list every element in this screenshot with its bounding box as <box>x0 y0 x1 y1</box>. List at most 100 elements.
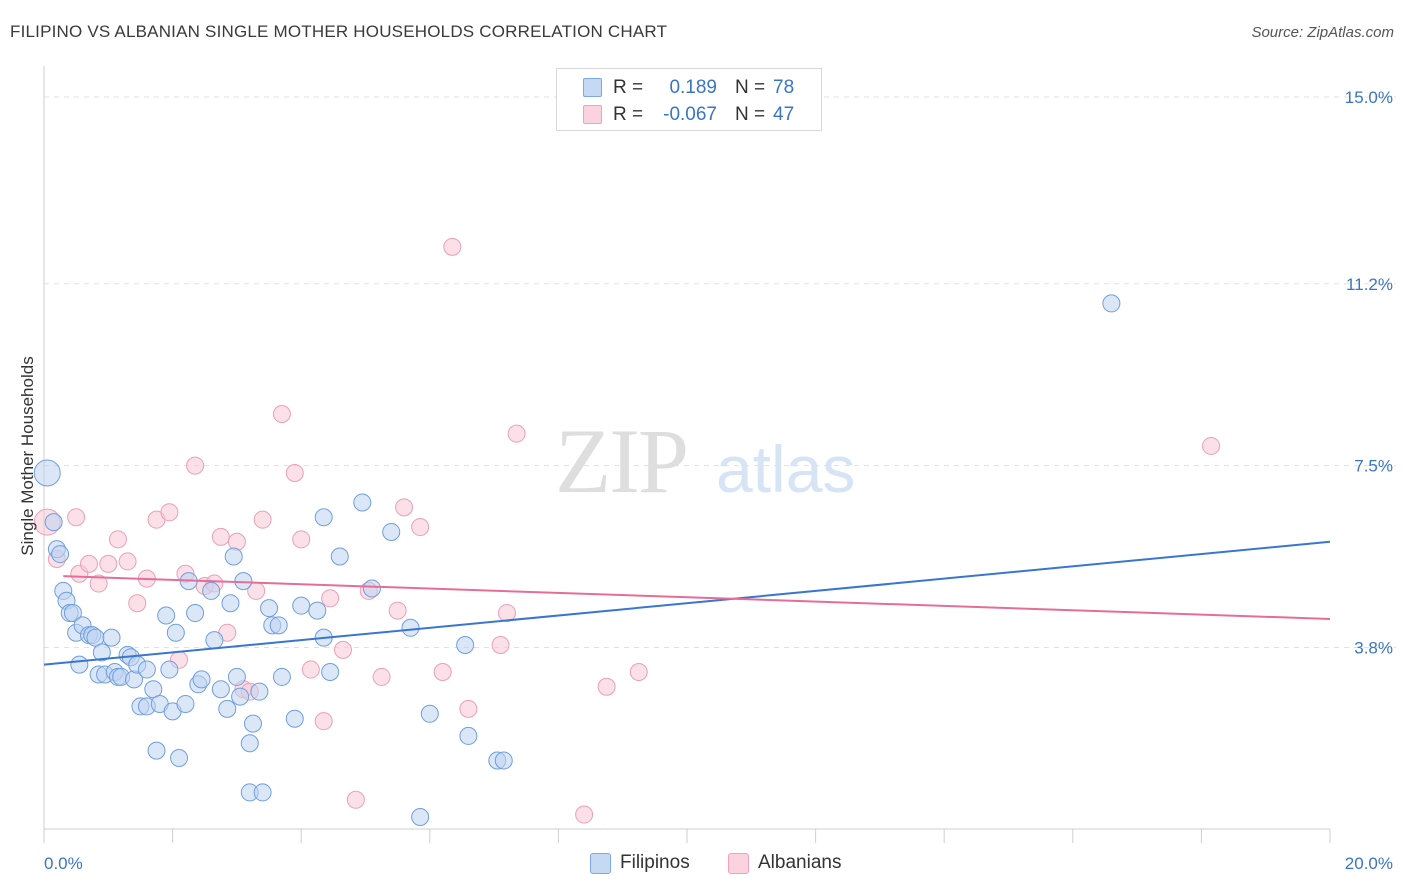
data-point <box>160 660 179 679</box>
data-point <box>330 547 349 566</box>
data-point <box>99 554 118 573</box>
data-point <box>253 783 272 802</box>
x-tick-label: 20.0% <box>1345 854 1393 873</box>
data-point <box>314 508 333 527</box>
gridlines <box>44 96 1396 648</box>
data-point <box>433 663 452 682</box>
n-label: N = <box>735 104 766 125</box>
data-point <box>629 663 648 682</box>
data-point <box>202 581 221 600</box>
data-point <box>285 463 304 482</box>
y-tick-label: 7.5% <box>1354 457 1393 476</box>
data-point <box>292 530 311 549</box>
data-point <box>420 704 439 723</box>
data-point <box>1202 436 1221 455</box>
data-point <box>128 594 147 613</box>
data-point <box>272 667 291 686</box>
legend-swatch-filipinos <box>590 853 611 874</box>
data-point <box>170 749 189 768</box>
data-point <box>395 498 414 517</box>
data-point <box>227 532 246 551</box>
series-filipinos-points <box>33 294 1121 826</box>
data-point <box>224 547 243 566</box>
data-point <box>1102 294 1121 313</box>
data-point <box>157 606 176 625</box>
data-point <box>314 712 333 731</box>
legend-label: Albanians <box>758 852 842 873</box>
data-point <box>285 709 304 728</box>
trend-line-albanians <box>63 575 1331 620</box>
data-point <box>221 594 240 613</box>
data-point <box>118 552 137 571</box>
data-point <box>137 660 156 679</box>
watermark-atlas: atlas <box>716 432 855 506</box>
data-point <box>250 682 269 701</box>
y-axis-label: Single Mother Households <box>18 356 37 556</box>
data-point <box>497 604 516 623</box>
data-point <box>491 635 510 654</box>
data-point <box>80 554 99 573</box>
x-tick-label: 0.0% <box>44 854 83 873</box>
stats-swatch-filipinos <box>583 78 602 97</box>
stats-swatch-albanians <box>583 105 602 124</box>
data-point <box>388 601 407 620</box>
data-point <box>205 631 224 650</box>
data-point <box>108 530 127 549</box>
trend-line-filipinos <box>43 540 1331 666</box>
data-point <box>240 734 259 753</box>
n-value: 78 <box>773 77 795 98</box>
data-point <box>494 751 513 770</box>
n-value: 47 <box>773 104 795 125</box>
data-point <box>63 604 82 623</box>
data-point <box>456 635 475 654</box>
data-point <box>186 604 205 623</box>
data-point <box>272 404 291 423</box>
data-point <box>507 424 526 443</box>
source-text: Source: ZipAtlas.com <box>1251 24 1394 41</box>
data-point <box>382 522 401 541</box>
y-tick-label: 15.0% <box>1345 88 1393 107</box>
r-label: R = <box>613 104 644 125</box>
data-point <box>176 694 195 713</box>
data-point <box>333 640 352 659</box>
data-point <box>353 493 372 512</box>
series-albanians-points <box>33 237 1221 824</box>
data-point <box>575 805 594 824</box>
r-value: -0.067 <box>663 104 717 125</box>
data-point <box>186 456 205 475</box>
data-point <box>292 596 311 615</box>
data-point <box>362 579 381 598</box>
y-tick-label: 11.2% <box>1346 275 1393 294</box>
data-point <box>321 589 340 608</box>
data-point <box>243 714 262 733</box>
data-point <box>51 545 70 564</box>
stats-row-filipinos: R = 0.189 N = 78 <box>557 74 821 100</box>
stats-row-albanians: R = -0.067 N = 47 <box>557 101 821 127</box>
axes <box>43 66 1331 843</box>
data-point <box>89 574 108 593</box>
data-point <box>218 699 237 718</box>
data-point <box>211 680 230 699</box>
data-point <box>253 510 272 529</box>
legend-swatch-albanians <box>728 853 749 874</box>
data-point <box>102 628 121 647</box>
data-point <box>411 518 430 537</box>
data-point <box>346 790 365 809</box>
data-point <box>459 699 478 718</box>
data-point <box>308 601 327 620</box>
data-point <box>321 663 340 682</box>
data-point <box>443 237 462 256</box>
data-point <box>301 660 320 679</box>
data-point <box>269 616 288 635</box>
trend-lines <box>43 540 1331 666</box>
data-point <box>166 623 185 642</box>
data-point <box>411 808 430 826</box>
source-credit: Source: ZipAtlas.com <box>1251 24 1394 41</box>
data-point <box>231 687 250 706</box>
data-point <box>372 667 391 686</box>
data-point <box>70 655 89 674</box>
correlation-stats-box: R = 0.189 N = 78 R = -0.067 N = 47 <box>556 68 822 131</box>
data-point <box>227 667 246 686</box>
data-point <box>147 741 166 760</box>
